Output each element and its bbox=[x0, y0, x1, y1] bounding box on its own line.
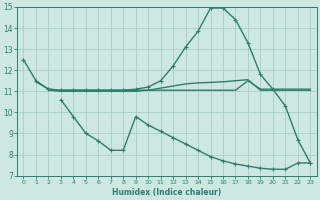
X-axis label: Humidex (Indice chaleur): Humidex (Indice chaleur) bbox=[112, 188, 221, 197]
